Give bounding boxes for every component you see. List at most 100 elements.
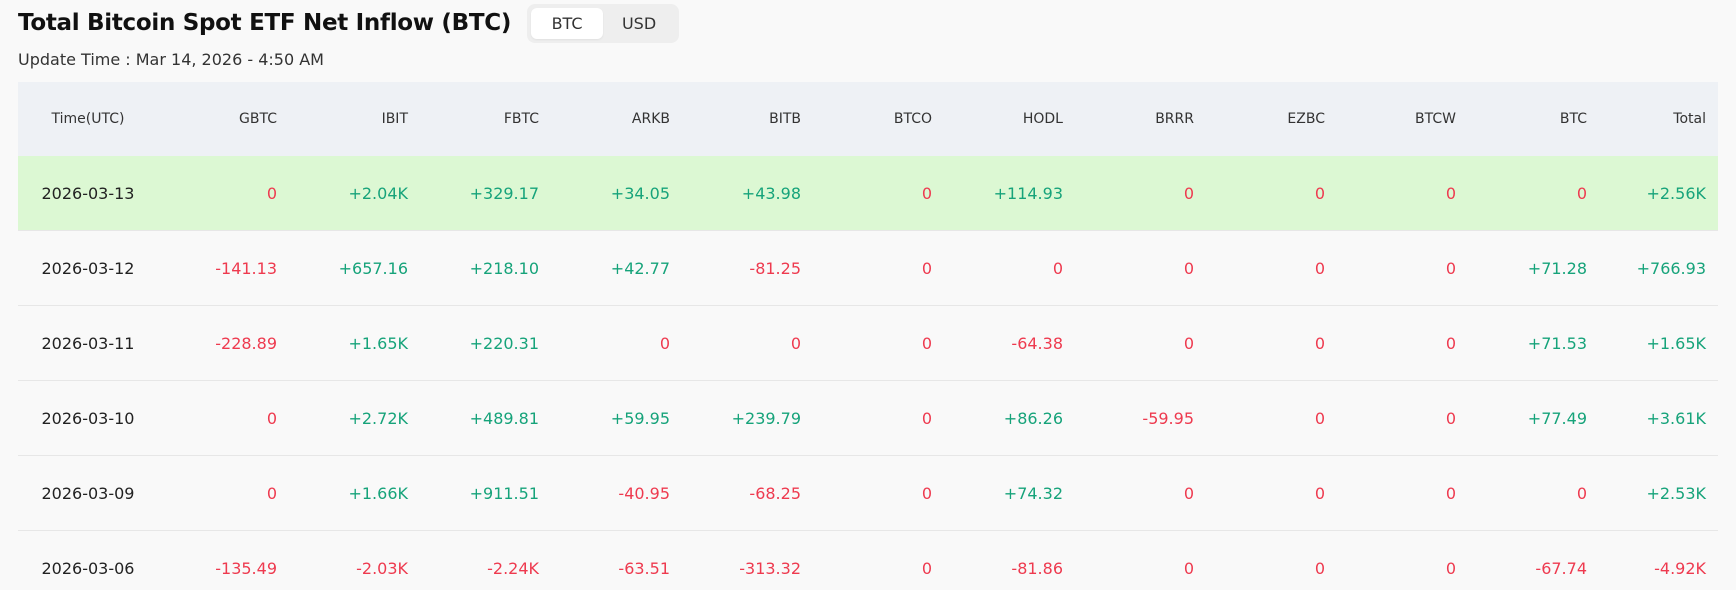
column-header-total: Total bbox=[1599, 82, 1718, 156]
flow-cell: 0 bbox=[551, 305, 682, 381]
table-row: 2026-03-09 0 +1.66K +911.51 -40.95 -68.25 0 +74… bbox=[18, 455, 1718, 531]
flow-cell: -40.95 bbox=[551, 455, 682, 531]
date-cell: 2026-03-09 bbox=[18, 455, 158, 531]
flow-cell: 0 bbox=[1337, 230, 1468, 306]
flow-cell: 0 bbox=[813, 230, 944, 306]
table-header-row: Time(UTC) GBTC IBIT FBTC ARKB BITB BTCO … bbox=[18, 82, 1718, 156]
column-header-ezbc: EZBC bbox=[1206, 82, 1337, 156]
flow-cell: +911.51 bbox=[420, 455, 551, 531]
flow-cell: 0 bbox=[682, 305, 813, 381]
flow-cell: -2.03K bbox=[289, 530, 420, 590]
flow-cell: 0 bbox=[944, 230, 1075, 306]
flow-cell: -64.38 bbox=[944, 305, 1075, 381]
flow-cell: 0 bbox=[1468, 455, 1599, 531]
flow-cell: 0 bbox=[158, 380, 289, 456]
flow-cell: 0 bbox=[813, 530, 944, 590]
flow-cell: +71.53 bbox=[1468, 305, 1599, 381]
total-cell: +766.93 bbox=[1599, 230, 1718, 306]
flow-cell: +239.79 bbox=[682, 380, 813, 456]
flow-cell: -2.24K bbox=[420, 530, 551, 590]
date-cell: 2026-03-06 bbox=[18, 530, 158, 590]
flow-cell: -313.32 bbox=[682, 530, 813, 590]
total-cell: +3.61K bbox=[1599, 380, 1718, 456]
flow-cell: 0 bbox=[1075, 530, 1206, 590]
flow-cell: +329.17 bbox=[420, 156, 551, 231]
table-row: 2026-03-12 -141.13 +657.16 +218.10 +42.77 -81… bbox=[18, 230, 1718, 306]
flow-cell: -63.51 bbox=[551, 530, 682, 590]
flow-cell: 0 bbox=[1468, 156, 1599, 231]
flow-cell: +218.10 bbox=[420, 230, 551, 306]
date-cell: 2026-03-13 bbox=[18, 156, 158, 231]
column-header-arkb: ARKB bbox=[551, 82, 682, 156]
column-header-fbtc: FBTC bbox=[420, 82, 551, 156]
flow-cell: +2.04K bbox=[289, 156, 420, 231]
flow-cell: -135.49 bbox=[158, 530, 289, 590]
table-body: 2026-03-13 0 +2.04K +329.17 +34.05 +43.98 0 +11… bbox=[18, 156, 1718, 590]
page-title: Total Bitcoin Spot ETF Net Inflow (BTC) bbox=[18, 10, 512, 36]
usd-toggle-button[interactable]: USD bbox=[621, 13, 657, 33]
flow-cell: +43.98 bbox=[682, 156, 813, 231]
flow-cell: +220.31 bbox=[420, 305, 551, 381]
flow-cell: -59.95 bbox=[1075, 380, 1206, 456]
flow-cell: -228.89 bbox=[158, 305, 289, 381]
flow-cell: 0 bbox=[1206, 380, 1337, 456]
column-header-hodl: HODL bbox=[944, 82, 1075, 156]
flow-cell: +42.77 bbox=[551, 230, 682, 306]
flow-cell: +71.28 bbox=[1468, 230, 1599, 306]
flow-cell: 0 bbox=[1075, 455, 1206, 531]
flow-cell: 0 bbox=[1075, 156, 1206, 231]
flow-cell: 0 bbox=[1075, 230, 1206, 306]
page-header: Total Bitcoin Spot ETF Net Inflow (BTC) … bbox=[18, 0, 680, 48]
table-row: 2026-03-10 0 +2.72K +489.81 +59.95 +239.79 0 +8… bbox=[18, 380, 1718, 456]
column-header-btc: BTC bbox=[1468, 82, 1599, 156]
flow-cell: 0 bbox=[1337, 156, 1468, 231]
flow-cell: +77.49 bbox=[1468, 380, 1599, 456]
flow-cell: +74.32 bbox=[944, 455, 1075, 531]
flow-cell: +114.93 bbox=[944, 156, 1075, 231]
table-row: 2026-03-13 0 +2.04K +329.17 +34.05 +43.98 0 +11… bbox=[18, 156, 1718, 231]
total-cell: -4.92K bbox=[1599, 530, 1718, 590]
btc-toggle-button[interactable]: BTC bbox=[531, 7, 604, 39]
column-header-btco: BTCO bbox=[813, 82, 944, 156]
flow-cell: 0 bbox=[1075, 305, 1206, 381]
flow-cell: +86.26 bbox=[944, 380, 1075, 456]
flow-cell: +1.65K bbox=[289, 305, 420, 381]
flow-cell: 0 bbox=[1337, 305, 1468, 381]
flow-cell: 0 bbox=[1206, 305, 1337, 381]
column-header-ibit: IBIT bbox=[289, 82, 420, 156]
column-header-brrr: BRRR bbox=[1075, 82, 1206, 156]
flow-cell: 0 bbox=[813, 455, 944, 531]
flow-cell: +34.05 bbox=[551, 156, 682, 231]
flow-cell: 0 bbox=[813, 305, 944, 381]
column-header-btcw: BTCW bbox=[1337, 82, 1468, 156]
flow-cell: 0 bbox=[1337, 530, 1468, 590]
date-cell: 2026-03-10 bbox=[18, 380, 158, 456]
total-cell: +2.56K bbox=[1599, 156, 1718, 231]
total-cell: +1.65K bbox=[1599, 305, 1718, 381]
flow-cell: +657.16 bbox=[289, 230, 420, 306]
column-header-time: Time(UTC) bbox=[18, 82, 158, 156]
flow-cell: 0 bbox=[1337, 380, 1468, 456]
flow-cell: -81.86 bbox=[944, 530, 1075, 590]
flow-cell: -68.25 bbox=[682, 455, 813, 531]
update-time: Update Time : Mar 14, 2026 - 4:50 AM bbox=[18, 50, 324, 69]
flow-cell: 0 bbox=[1337, 455, 1468, 531]
currency-toggle: BTC USD bbox=[527, 3, 680, 43]
total-cell: +2.53K bbox=[1599, 455, 1718, 531]
flow-cell: +59.95 bbox=[551, 380, 682, 456]
table-row: 2026-03-11 -228.89 +1.65K +220.31 0 0 0 -64.38 0… bbox=[18, 305, 1718, 381]
flow-cell: +1.66K bbox=[289, 455, 420, 531]
column-header-bitb: BITB bbox=[682, 82, 813, 156]
flow-cell: 0 bbox=[1206, 455, 1337, 531]
flow-cell: 0 bbox=[813, 156, 944, 231]
column-header-gbtc: GBTC bbox=[158, 82, 289, 156]
flow-cell: 0 bbox=[1206, 530, 1337, 590]
date-cell: 2026-03-12 bbox=[18, 230, 158, 306]
flow-cell: -67.74 bbox=[1468, 530, 1599, 590]
etf-flows-table: Time(UTC) GBTC IBIT FBTC ARKB BITB BTCO … bbox=[18, 82, 1718, 590]
flow-cell: 0 bbox=[1206, 156, 1337, 231]
flow-cell: 0 bbox=[158, 455, 289, 531]
flow-cell: 0 bbox=[813, 380, 944, 456]
flow-cell: +489.81 bbox=[420, 380, 551, 456]
